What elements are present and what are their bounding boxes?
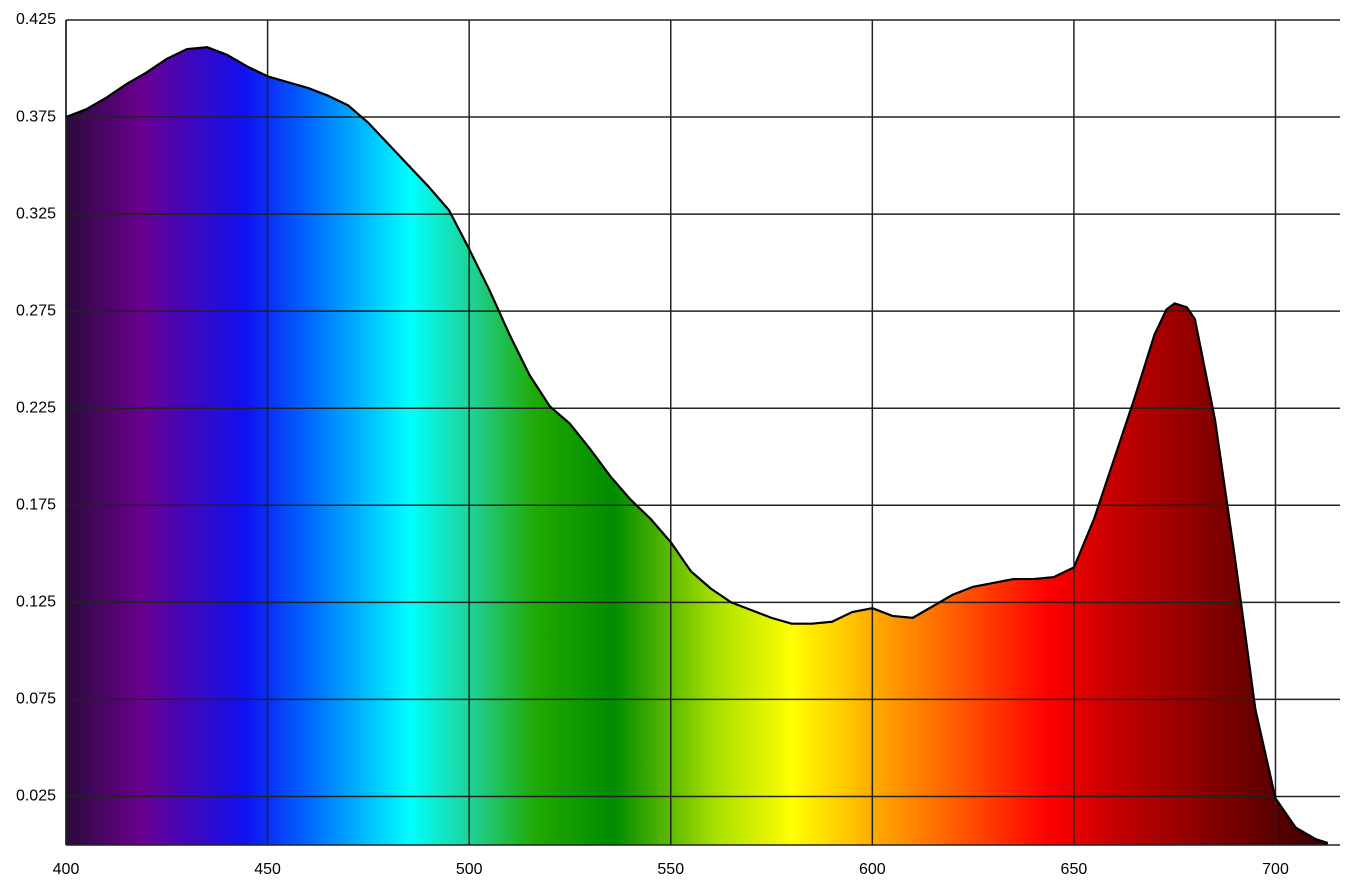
y-tick-label: 0.175 — [16, 497, 56, 514]
area-layer — [66, 47, 1328, 846]
y-tick-label: 0.075 — [16, 691, 56, 708]
x-tick-label: 550 — [657, 861, 684, 878]
line-layer — [65, 46, 1329, 845]
y-tick-label: 0.425 — [16, 11, 56, 28]
x-tick-label: 450 — [254, 861, 281, 878]
y-tick-label: 0.375 — [16, 108, 56, 125]
y-tick-label: 0.125 — [16, 594, 56, 611]
y-tick-label: 0.325 — [16, 205, 56, 222]
y-tick-label: 0.275 — [16, 302, 56, 319]
x-tick-label: 700 — [1262, 861, 1289, 878]
x-tick-label: 650 — [1061, 861, 1088, 878]
y-tick-label: 0.225 — [16, 399, 56, 416]
grid-layer — [65, 19, 1340, 846]
label-layer: 0.025 0.075 0.125 0.175 0.225 0.275 0.325 0.375… — [16, 11, 1289, 878]
spectrum-line — [65, 46, 1329, 845]
y-tick-label: 0.025 — [16, 788, 56, 805]
x-tick-label: 400 — [53, 861, 80, 878]
area-fill — [66, 47, 1328, 846]
x-tick-label: 600 — [859, 861, 886, 878]
x-tick-label: 500 — [456, 861, 483, 878]
